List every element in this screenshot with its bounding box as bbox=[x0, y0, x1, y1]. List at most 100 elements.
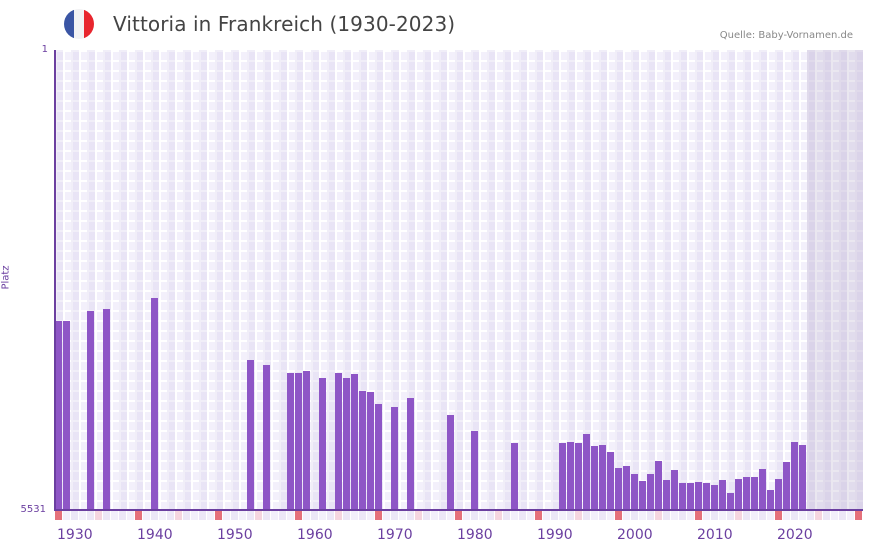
bar-2017[interactable] bbox=[751, 477, 758, 510]
bar-2022[interactable] bbox=[791, 442, 798, 510]
bar-2004[interactable] bbox=[647, 474, 654, 510]
year-marker bbox=[831, 511, 838, 520]
x-tick-1940: 1940 bbox=[137, 527, 173, 543]
bar-1993[interactable] bbox=[559, 443, 566, 510]
year-marker bbox=[183, 511, 190, 520]
year-marker bbox=[383, 511, 390, 520]
year-marker bbox=[175, 511, 182, 520]
x-tick-1950: 1950 bbox=[217, 527, 253, 543]
bar-2011[interactable] bbox=[703, 483, 710, 510]
year-marker bbox=[847, 511, 854, 520]
year-marker bbox=[63, 511, 70, 520]
year-marker bbox=[623, 511, 630, 520]
year-marker bbox=[351, 511, 358, 520]
bar-2010[interactable] bbox=[695, 482, 702, 510]
year-marker bbox=[775, 511, 782, 520]
bar-1996[interactable] bbox=[583, 434, 590, 510]
x-tick-1970: 1970 bbox=[377, 527, 413, 543]
year-marker bbox=[783, 511, 790, 520]
bar-2023[interactable] bbox=[799, 445, 806, 510]
year-marker bbox=[495, 511, 502, 520]
bar-1936[interactable] bbox=[103, 309, 110, 510]
year-marker bbox=[599, 511, 606, 520]
year-marker bbox=[503, 511, 510, 520]
year-marker bbox=[519, 511, 526, 520]
bar-1954[interactable] bbox=[247, 360, 254, 510]
year-marker bbox=[615, 511, 622, 520]
bar-2007[interactable] bbox=[671, 470, 678, 510]
year-marker bbox=[543, 511, 550, 520]
bar-1956[interactable] bbox=[263, 365, 270, 510]
bar-1960[interactable] bbox=[295, 373, 302, 510]
year-marker bbox=[391, 511, 398, 520]
y-axis-title: Platz bbox=[0, 265, 12, 290]
plot-area bbox=[55, 50, 863, 510]
year-marker bbox=[751, 511, 758, 520]
year-marker bbox=[415, 511, 422, 520]
bar-1982[interactable] bbox=[471, 431, 478, 510]
bar-2013[interactable] bbox=[719, 480, 726, 510]
bar-2000[interactable] bbox=[615, 468, 622, 510]
bar-2019[interactable] bbox=[767, 490, 774, 510]
bar-2006[interactable] bbox=[663, 480, 670, 510]
bar-2009[interactable] bbox=[687, 483, 694, 510]
x-tick-1980: 1980 bbox=[457, 527, 493, 543]
bar-2002[interactable] bbox=[631, 474, 638, 510]
bar-1987[interactable] bbox=[511, 443, 518, 510]
x-tick-2000: 2000 bbox=[617, 527, 653, 543]
flag-white-stripe bbox=[74, 9, 84, 39]
year-marker bbox=[103, 511, 110, 520]
decade-markers bbox=[55, 511, 863, 520]
year-marker bbox=[735, 511, 742, 520]
bar-1997[interactable] bbox=[591, 446, 598, 510]
year-marker bbox=[767, 511, 774, 520]
year-marker bbox=[639, 511, 646, 520]
x-tick-1960: 1960 bbox=[297, 527, 333, 543]
year-marker bbox=[95, 511, 102, 520]
bar-1968[interactable] bbox=[359, 391, 366, 510]
bar-1974[interactable] bbox=[407, 398, 414, 510]
bar-1966[interactable] bbox=[343, 378, 350, 510]
bar-2015[interactable] bbox=[735, 479, 742, 510]
year-marker bbox=[855, 511, 862, 520]
bar-2018[interactable] bbox=[759, 469, 766, 510]
year-marker bbox=[287, 511, 294, 520]
bar-2014[interactable] bbox=[727, 493, 734, 510]
bar-1963[interactable] bbox=[319, 378, 326, 510]
bar-1999[interactable] bbox=[607, 452, 614, 510]
year-marker bbox=[439, 511, 446, 520]
year-marker bbox=[279, 511, 286, 520]
year-marker bbox=[327, 511, 334, 520]
bar-1995[interactable] bbox=[575, 443, 582, 510]
bar-1970[interactable] bbox=[375, 404, 382, 510]
bar-1998[interactable] bbox=[599, 445, 606, 510]
bar-1965[interactable] bbox=[335, 373, 342, 510]
bar-2012[interactable] bbox=[711, 485, 718, 510]
bar-2003[interactable] bbox=[639, 481, 646, 510]
year-marker bbox=[455, 511, 462, 520]
bar-2008[interactable] bbox=[679, 483, 686, 510]
bar-1959[interactable] bbox=[287, 373, 294, 510]
bar-2021[interactable] bbox=[783, 462, 790, 510]
bar-2020[interactable] bbox=[775, 479, 782, 510]
bar-2016[interactable] bbox=[743, 477, 750, 510]
bar-1994[interactable] bbox=[567, 442, 574, 510]
bar-2005[interactable] bbox=[655, 461, 662, 510]
bar-1967[interactable] bbox=[351, 374, 358, 510]
year-marker bbox=[223, 511, 230, 520]
bar-1931[interactable] bbox=[63, 321, 70, 510]
source-label: Quelle: Baby-Vornamen.de bbox=[719, 30, 853, 41]
bar-1961[interactable] bbox=[303, 371, 310, 510]
year-marker bbox=[159, 511, 166, 520]
bar-1934[interactable] bbox=[87, 311, 94, 510]
year-marker bbox=[743, 511, 750, 520]
bar-1972[interactable] bbox=[391, 407, 398, 510]
bar-1969[interactable] bbox=[367, 392, 374, 510]
bar-1979[interactable] bbox=[447, 415, 454, 510]
year-marker bbox=[655, 511, 662, 520]
year-marker bbox=[247, 511, 254, 520]
bar-2001[interactable] bbox=[623, 466, 630, 510]
year-marker bbox=[759, 511, 766, 520]
bar-1942[interactable] bbox=[151, 298, 158, 510]
bar-1930[interactable] bbox=[55, 321, 62, 510]
